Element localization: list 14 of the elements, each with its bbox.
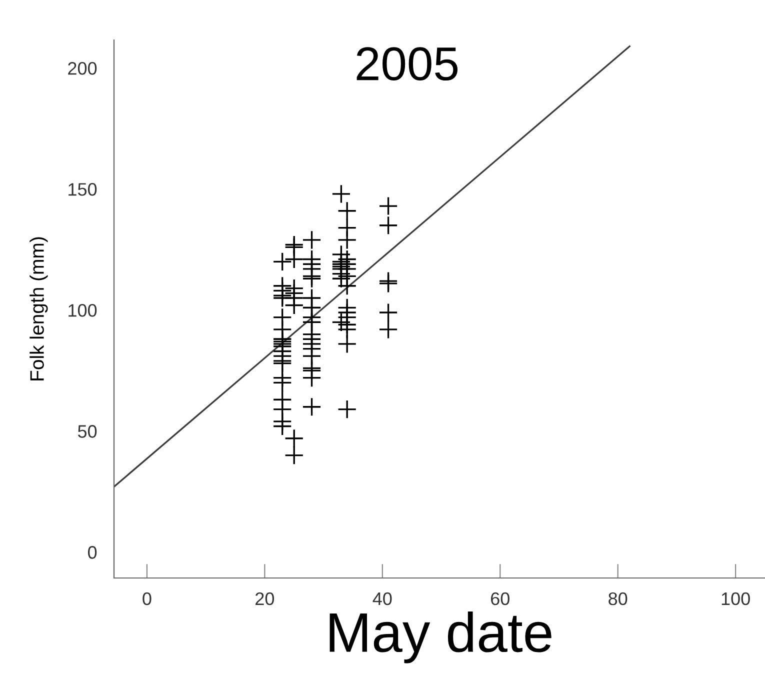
x-tick-label: 60	[491, 592, 510, 606]
x-tick-label: 100	[722, 592, 750, 606]
x-tick-label: 0	[142, 592, 152, 606]
x-axis-title: May date	[330, 612, 552, 664]
y-axis-title: Folk length (mm)	[30, 237, 48, 380]
y-tick-label: 50	[78, 425, 97, 438]
x-tick-label: 80	[608, 592, 628, 606]
x-tick-label: 40	[372, 592, 392, 606]
chart-title: 2005	[356, 47, 458, 81]
x-tick-label: 20	[256, 592, 274, 606]
y-tick-label: 100	[68, 304, 97, 317]
y-tick-label: 200	[68, 62, 97, 75]
y-tick-label: 150	[68, 183, 97, 196]
y-tick-label: 0	[88, 546, 97, 559]
